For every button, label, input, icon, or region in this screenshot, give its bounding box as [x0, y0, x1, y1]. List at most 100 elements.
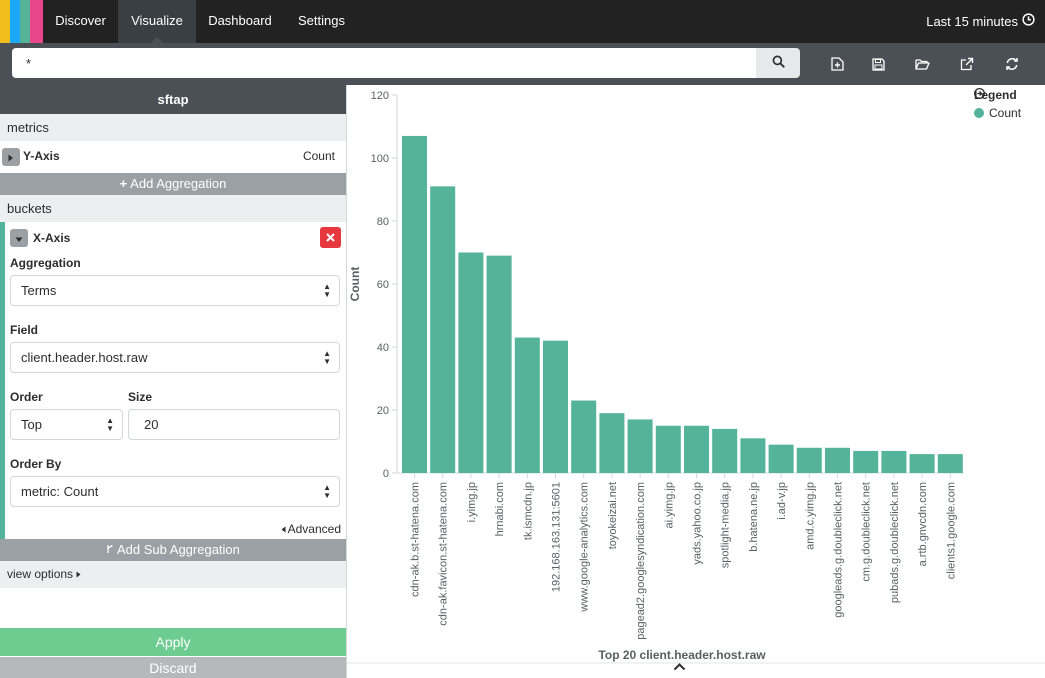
buckets-section-header: buckets [0, 195, 346, 222]
collapse-spy-panel-button[interactable] [673, 663, 723, 678]
order-by-select[interactable]: metric: Count ▲ ▼ [10, 476, 340, 507]
size-input[interactable]: 20 [128, 409, 340, 440]
add-sub-aggregation-label: Add Sub Aggregation [117, 542, 240, 557]
tab-visualize[interactable]: Visualize [118, 0, 196, 43]
order-label: Order [10, 390, 43, 404]
bar [627, 419, 653, 473]
legend-color-dot [974, 108, 984, 118]
x-tick-label: a.rtb.gnvcdn.com [917, 482, 929, 566]
aggregation-select[interactable]: Terms ▲ ▼ [10, 275, 340, 306]
x-tick-label: i.ad-v.jp [776, 482, 788, 520]
x-tick-label: tk.ismcdn.jp [522, 482, 534, 540]
x-tick-label: i.yimg.jp [466, 482, 478, 522]
tab-discover[interactable]: Discover [55, 13, 106, 28]
top-navigation-bar: Discover Visualize Dashboard Settings La… [0, 0, 1045, 43]
y-axis-title: Y-Axis [23, 149, 60, 163]
share-icon[interactable] [957, 54, 977, 74]
x-tick-label: yads.yahoo.co.jp [692, 482, 704, 565]
bar [458, 252, 484, 473]
y-axis-label: Count [348, 267, 362, 302]
tab-settings[interactable]: Settings [298, 13, 345, 28]
view-options-toggle[interactable]: view options [0, 561, 346, 588]
time-range-label: Last 15 minutes [926, 13, 1018, 29]
advanced-label: Advanced [287, 522, 341, 536]
time-picker[interactable]: Last 15 minutes [926, 0, 1035, 43]
legend-title: Legend [974, 88, 1017, 102]
bar [655, 425, 681, 473]
x-tick-label: toyokeizai.net [607, 482, 619, 549]
apply-button[interactable]: Apply [0, 628, 346, 656]
visualization-editor-sidebar: sftap metrics Y-Axis Count + Add Aggrega… [0, 85, 347, 678]
discard-button[interactable]: Discard [0, 657, 346, 678]
x-tick-label: cdn-ak.b.st-hatena.com [410, 482, 422, 597]
aggregation-label: Aggregation [10, 256, 81, 270]
plus-icon: + [119, 176, 128, 191]
y-axis-value: Count [302, 149, 335, 163]
size-value: 20 [144, 417, 159, 432]
collapse-toggle-button[interactable] [10, 229, 28, 247]
save-icon[interactable] [868, 54, 888, 74]
remove-aggregation-button[interactable] [320, 227, 341, 248]
search-icon [772, 55, 785, 71]
select-arrows-icon: ▲ ▼ [323, 281, 331, 299]
bar [853, 450, 879, 473]
select-arrows-icon: ▲ ▼ [106, 415, 114, 433]
legend-item-count[interactable]: Count [974, 106, 1021, 120]
y-tick-label: 0 [383, 468, 389, 480]
tab-dashboard[interactable]: Dashboard [208, 13, 272, 28]
x-tick-label: b.hatena.ne.jp [748, 482, 760, 552]
kibana-logo[interactable] [0, 0, 43, 43]
order-select[interactable]: Top ▲ ▼ [10, 409, 123, 440]
clock-icon [1022, 1, 1035, 43]
y-axis-aggregation[interactable]: Y-Axis Count [0, 141, 346, 173]
order-by-value: metric: Count [21, 484, 99, 499]
bar [514, 337, 540, 473]
bar [599, 413, 625, 473]
x-tick-label: amd.c.yimg.jp [804, 482, 816, 550]
expand-toggle-button[interactable] [2, 148, 20, 166]
y-tick-label: 100 [371, 153, 389, 165]
new-visualization-icon[interactable] [827, 54, 847, 74]
bar [740, 438, 766, 473]
legend-toggle[interactable]: Legend [974, 88, 1020, 102]
bar [571, 400, 597, 473]
y-tick-label: 80 [377, 216, 389, 228]
metrics-section-header: metrics [0, 114, 346, 141]
size-label: Size [128, 390, 153, 404]
open-icon[interactable] [912, 54, 932, 74]
bar [486, 255, 512, 473]
add-sub-aggregation-button[interactable]: Add Sub Aggregation [0, 539, 346, 561]
legend-item-label: Count [989, 106, 1022, 120]
aggregation-value: Terms [21, 283, 57, 298]
order-value: Top [21, 417, 42, 432]
bar [402, 135, 427, 473]
search-button[interactable] [756, 48, 800, 78]
bar [909, 454, 935, 473]
caret-right-icon [76, 561, 81, 588]
x-tick-label: googleads.g.doubleclick.net [833, 482, 845, 618]
caret-down-icon [15, 231, 23, 246]
x-tick-label: pubads.g.doubleclick.net [889, 482, 901, 603]
refresh-icon[interactable] [1002, 54, 1022, 74]
add-aggregation-button[interactable]: + Add Aggregation [0, 173, 346, 195]
bar [825, 447, 850, 473]
bar [430, 186, 456, 473]
x-axis-aggregation-panel: X-Axis Aggregation Terms ▲ ▼ Field client… [0, 222, 346, 539]
x-tick-label: pagead2.googlesyndication.com [635, 482, 647, 640]
x-tick-label: cm.g.doubleclick.net [861, 482, 873, 582]
x-tick-label: hrnabi.com [494, 482, 506, 536]
index-pattern-title: sftap [0, 85, 346, 114]
x-tick-label: ai.yimg.jp [663, 482, 675, 528]
x-tick-label: spotlight-media.jp [720, 482, 732, 568]
advanced-toggle[interactable]: Advanced [281, 522, 341, 536]
bar [684, 425, 709, 473]
bar [543, 340, 568, 473]
select-arrows-icon: ▲ ▼ [323, 482, 331, 500]
bar [796, 447, 822, 473]
query-input[interactable] [12, 48, 756, 78]
field-select[interactable]: client.header.host.raw ▲ ▼ [10, 342, 340, 373]
x-axis-title: Top 20 client.header.host.raw [598, 648, 766, 662]
search-bar [0, 43, 1045, 85]
y-tick-label: 40 [377, 342, 389, 354]
x-tick-label: 192.168.163.131:5601 [551, 482, 563, 592]
